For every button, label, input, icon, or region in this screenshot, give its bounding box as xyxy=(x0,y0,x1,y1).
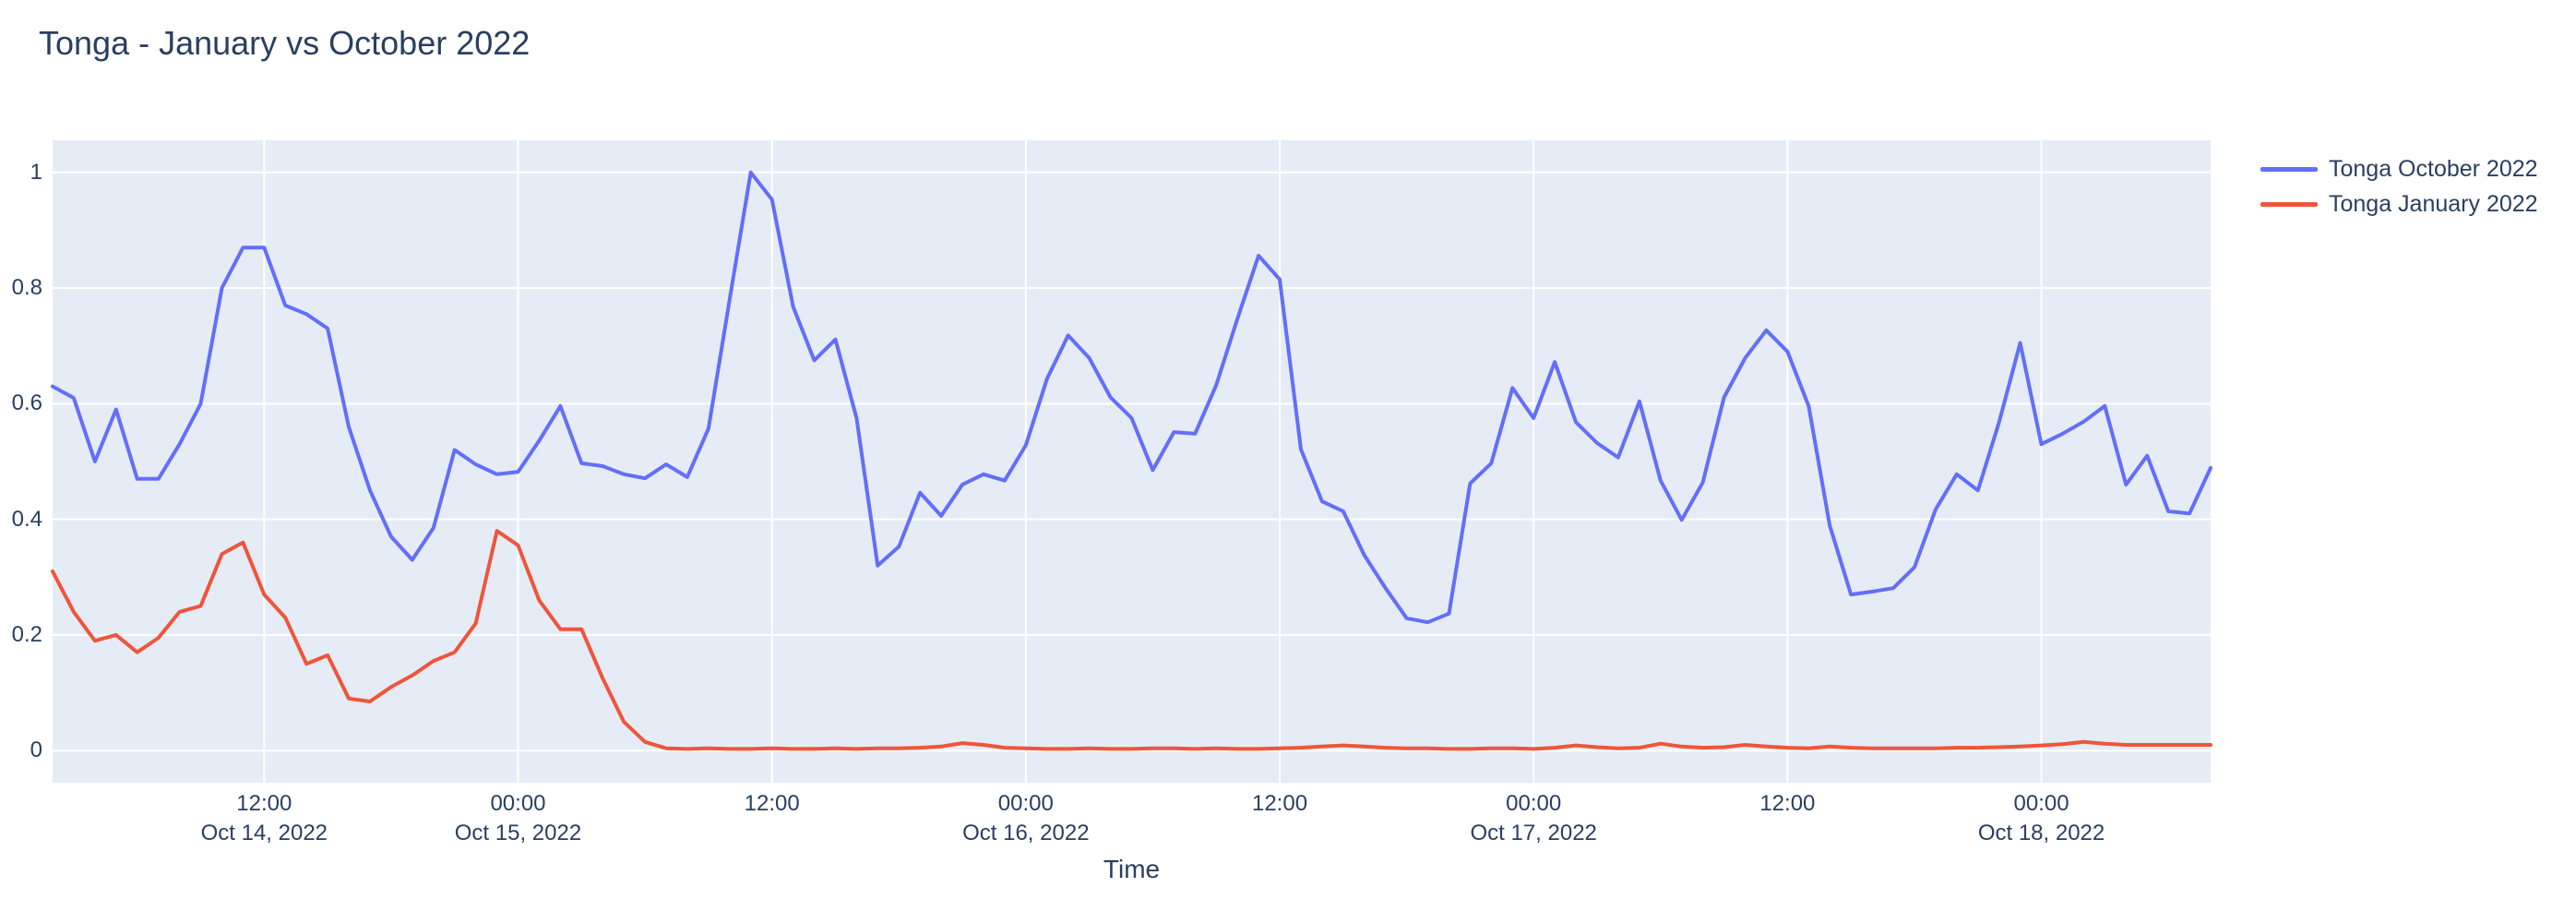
legend-label: Tonga October 2022 xyxy=(2329,155,2538,182)
y-tick-label: 0.4 xyxy=(11,506,42,532)
series-line-tonga-january-2022[interactable] xyxy=(51,529,2212,751)
x-tick-label: 12:00 xyxy=(744,791,800,816)
x-tick-label: 12:00 xyxy=(1251,791,1308,816)
x-tick-label: 12:00 Oct 14, 2022 xyxy=(200,791,328,845)
legend-line-swatch-october xyxy=(2260,166,2318,172)
y-tick-label: 0.6 xyxy=(11,390,42,416)
legend-item-tonga-january-2022[interactable]: Tonga January 2022 xyxy=(2260,186,2538,222)
y-tick-label: 0.8 xyxy=(11,275,42,301)
y-tick-label: 1 xyxy=(30,159,42,185)
x-tick-label: 12:00 xyxy=(1759,791,1816,816)
series-line-tonga-october-2022[interactable] xyxy=(51,170,2212,625)
legend: Tonga October 2022 Tonga January 2022 xyxy=(2260,151,2538,222)
x-tick-label: 00:00 Oct 15, 2022 xyxy=(454,791,582,845)
chart-title: Tonga - January vs October 2022 xyxy=(39,24,531,62)
x-tick-label: 00:00 Oct 16, 2022 xyxy=(962,791,1090,845)
x-axis-title: Time xyxy=(1103,855,1161,883)
y-tick-label: 0.2 xyxy=(11,621,42,647)
x-tick-label: 00:00 Oct 17, 2022 xyxy=(1470,791,1597,845)
x-tick-label: 00:00 Oct 18, 2022 xyxy=(1977,791,2105,845)
legend-label: Tonga January 2022 xyxy=(2329,190,2538,217)
legend-item-tonga-october-2022[interactable]: Tonga October 2022 xyxy=(2260,151,2538,186)
legend-line-swatch-january xyxy=(2260,201,2318,207)
plot-background xyxy=(53,140,2211,783)
y-tick-label: 0 xyxy=(30,737,42,763)
